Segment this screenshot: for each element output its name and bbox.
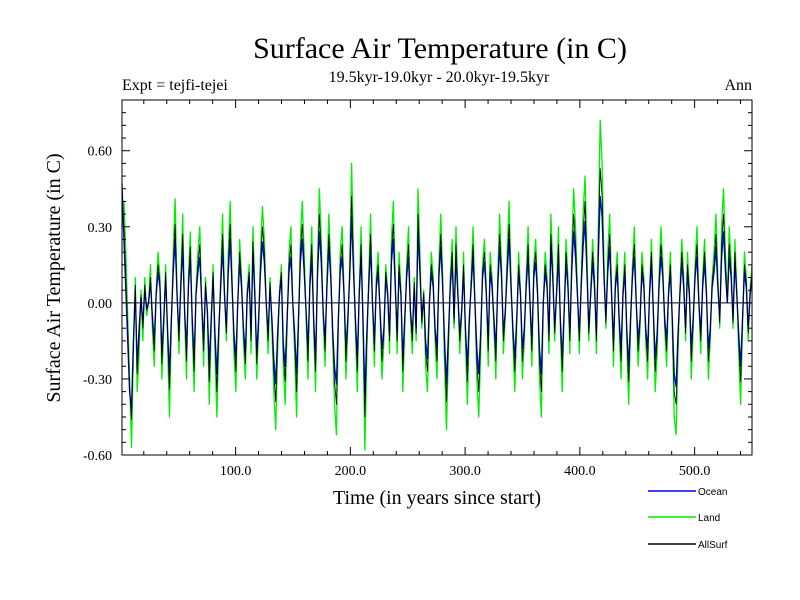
- series-line-allsurf: [121, 168, 753, 420]
- y-tick-label: 0.30: [88, 221, 113, 236]
- series-line-land: [121, 119, 753, 451]
- x-tick-label: 400.0: [564, 464, 596, 479]
- legend-label-ocean: Ocean: [698, 487, 727, 498]
- chart-subtitle: 19.5kyr-19.0kyr - 20.0kyr-19.5kyr: [329, 69, 550, 86]
- expt-label: Expt = tejfi-tejei: [122, 77, 228, 94]
- legend: Ocean Land AllSurf: [648, 487, 728, 551]
- y-axis-label: Surface Air Temperature (in C): [43, 153, 65, 402]
- axis-ticks: [122, 100, 752, 456]
- series-lines: [121, 119, 753, 451]
- x-tick-label: 100.0: [220, 464, 252, 479]
- legend-item-land: Land: [648, 513, 720, 524]
- x-axis-label: Time (in years since start): [333, 487, 541, 509]
- x-tick-label: 500.0: [679, 464, 711, 479]
- y-tick-label: 0.60: [88, 145, 113, 160]
- legend-label-land: Land: [698, 513, 720, 524]
- legend-label-allsurf: AllSurf: [698, 540, 728, 551]
- y-tick-label: -0.30: [83, 373, 112, 388]
- season-label: Ann: [724, 77, 752, 94]
- y-tick-label: 0.00: [88, 297, 113, 312]
- legend-item-allsurf: AllSurf: [648, 540, 728, 551]
- legend-item-ocean: Ocean: [648, 487, 727, 498]
- x-tick-label: 300.0: [449, 464, 481, 479]
- tick-labels: 100.0 200.0 300.0 400.0 500.0 -0.60 -0.30 0.00 0…: [83, 145, 711, 479]
- chart-title: Surface Air Temperature (in C): [253, 32, 627, 65]
- x-tick-label: 200.0: [335, 464, 367, 479]
- y-tick-label: -0.60: [83, 449, 112, 464]
